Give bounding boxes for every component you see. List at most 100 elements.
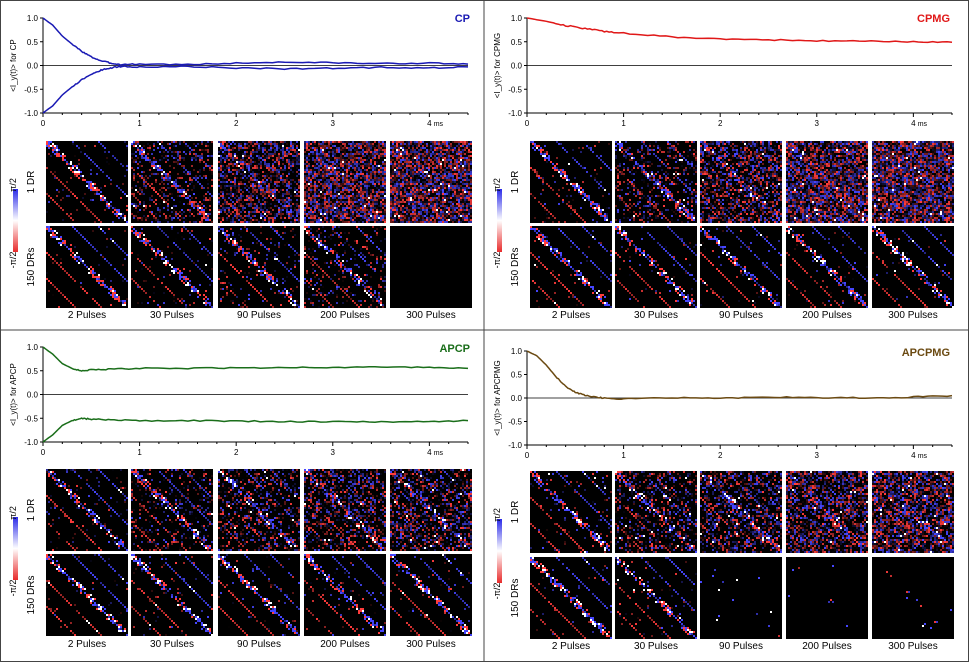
heatmap-cell — [446, 203, 448, 205]
heatmap-cell — [394, 149, 396, 151]
heatmap-cell — [60, 181, 62, 183]
heatmap-cell — [436, 175, 438, 177]
heatmap-cell — [197, 211, 199, 213]
heatmap-cell — [416, 173, 418, 175]
heatmap-cell — [286, 147, 288, 149]
heatmap-cell — [238, 189, 240, 191]
heatmap-cell — [464, 167, 466, 169]
heatmap-cell — [276, 215, 278, 217]
heatmap-cell — [330, 189, 332, 191]
heatmap-cell — [205, 177, 207, 179]
heatmap-cell — [380, 157, 382, 159]
heatmap-cell — [338, 171, 340, 173]
heatmap-cell — [153, 201, 155, 203]
heatmap-cell — [416, 189, 418, 191]
heatmap-cell — [276, 169, 278, 171]
heatmap-cell — [224, 199, 226, 201]
heatmap-cell — [434, 213, 436, 215]
heatmap-cell — [260, 147, 262, 149]
heatmap-cell — [414, 215, 416, 217]
heatmap-cell — [272, 165, 274, 167]
heatmap-cell — [260, 181, 262, 183]
heatmap-cell — [48, 226, 50, 228]
heatmap-cell — [222, 191, 224, 193]
heatmap-cell — [394, 145, 396, 147]
heatmap-cell — [366, 179, 368, 181]
heatmap-cell — [408, 185, 410, 187]
heatmap-cell — [410, 215, 412, 217]
heatmap-cell — [424, 203, 426, 205]
heatmap-cell — [104, 209, 106, 211]
heatmap-cell — [442, 191, 444, 193]
heatmap-cell — [228, 197, 230, 199]
heatmap-cell — [366, 143, 368, 145]
heatmap-cell — [62, 242, 64, 244]
heatmap-cell — [116, 296, 118, 298]
heatmap-cell — [434, 149, 436, 151]
heatmap-cell — [418, 153, 420, 155]
heatmap-cell — [418, 159, 420, 161]
heatmap-cell — [398, 161, 400, 163]
heatmap-cell — [428, 197, 430, 199]
heatmap-cell — [384, 197, 386, 199]
heatmap-cell — [398, 179, 400, 181]
heatmap-cell — [450, 195, 452, 197]
heatmap-cell — [131, 203, 133, 205]
heatmap-cell — [436, 185, 438, 187]
heatmap-cell — [312, 171, 314, 173]
heatmap-cell — [458, 183, 460, 185]
heatmap-cell — [424, 175, 426, 177]
heatmap-cell — [161, 159, 163, 161]
heatmap-cell — [179, 143, 181, 145]
heatmap-cell — [394, 203, 396, 205]
heatmap-cell — [380, 203, 382, 205]
heatmap-cell — [470, 195, 472, 197]
heatmap-cell — [310, 215, 312, 217]
heatmap-cell — [58, 205, 60, 207]
heatmap-cell — [56, 145, 58, 147]
heatmap-cell — [342, 195, 344, 197]
heatmap-cell — [218, 143, 220, 145]
heatmap-cell — [408, 199, 410, 201]
heatmap-cell — [126, 145, 128, 147]
heatmap-cell — [464, 159, 466, 161]
heatmap-cell — [372, 185, 374, 187]
heatmap-cell — [100, 195, 102, 197]
heatmap-cell — [60, 155, 62, 157]
heatmap-cell — [440, 187, 442, 189]
heatmap-cell — [102, 145, 104, 147]
heatmap-cell — [350, 187, 352, 189]
heatmap-cell — [352, 203, 354, 205]
heatmap-cell — [382, 171, 384, 173]
heatmap-cell — [342, 153, 344, 155]
heatmap-cell — [420, 221, 422, 223]
heatmap-cell — [448, 177, 450, 179]
heatmap-cell — [364, 205, 366, 207]
heatmap-cell — [224, 207, 226, 209]
heatmap-cell — [384, 177, 386, 179]
heatmap-cell — [161, 197, 163, 199]
heatmap-cell — [380, 161, 382, 163]
heatmap-cell — [442, 167, 444, 169]
heatmap-cell — [56, 288, 58, 290]
heatmap-cell — [470, 159, 472, 161]
heatmap-cell — [147, 147, 149, 149]
heatmap-cell — [322, 185, 324, 187]
heatmap-cell — [326, 155, 328, 157]
heatmap-cell — [278, 175, 280, 177]
heatmap-cell — [354, 185, 356, 187]
heatmap-cell — [380, 193, 382, 195]
heatmap-cell — [171, 211, 173, 213]
heatmap-cell — [336, 221, 338, 223]
heatmap-cell — [242, 207, 244, 209]
heatmap-cell — [446, 167, 448, 169]
heatmap-cell — [436, 149, 438, 151]
heatmap-cell — [96, 278, 98, 280]
heatmap-cell — [58, 242, 60, 244]
heatmap-cell — [274, 215, 276, 217]
heatmap-cell — [298, 205, 300, 207]
heatmap-cell — [346, 161, 348, 163]
heatmap-cell — [408, 221, 410, 223]
heatmap-cell — [376, 215, 378, 217]
heatmap-cell — [114, 292, 116, 294]
